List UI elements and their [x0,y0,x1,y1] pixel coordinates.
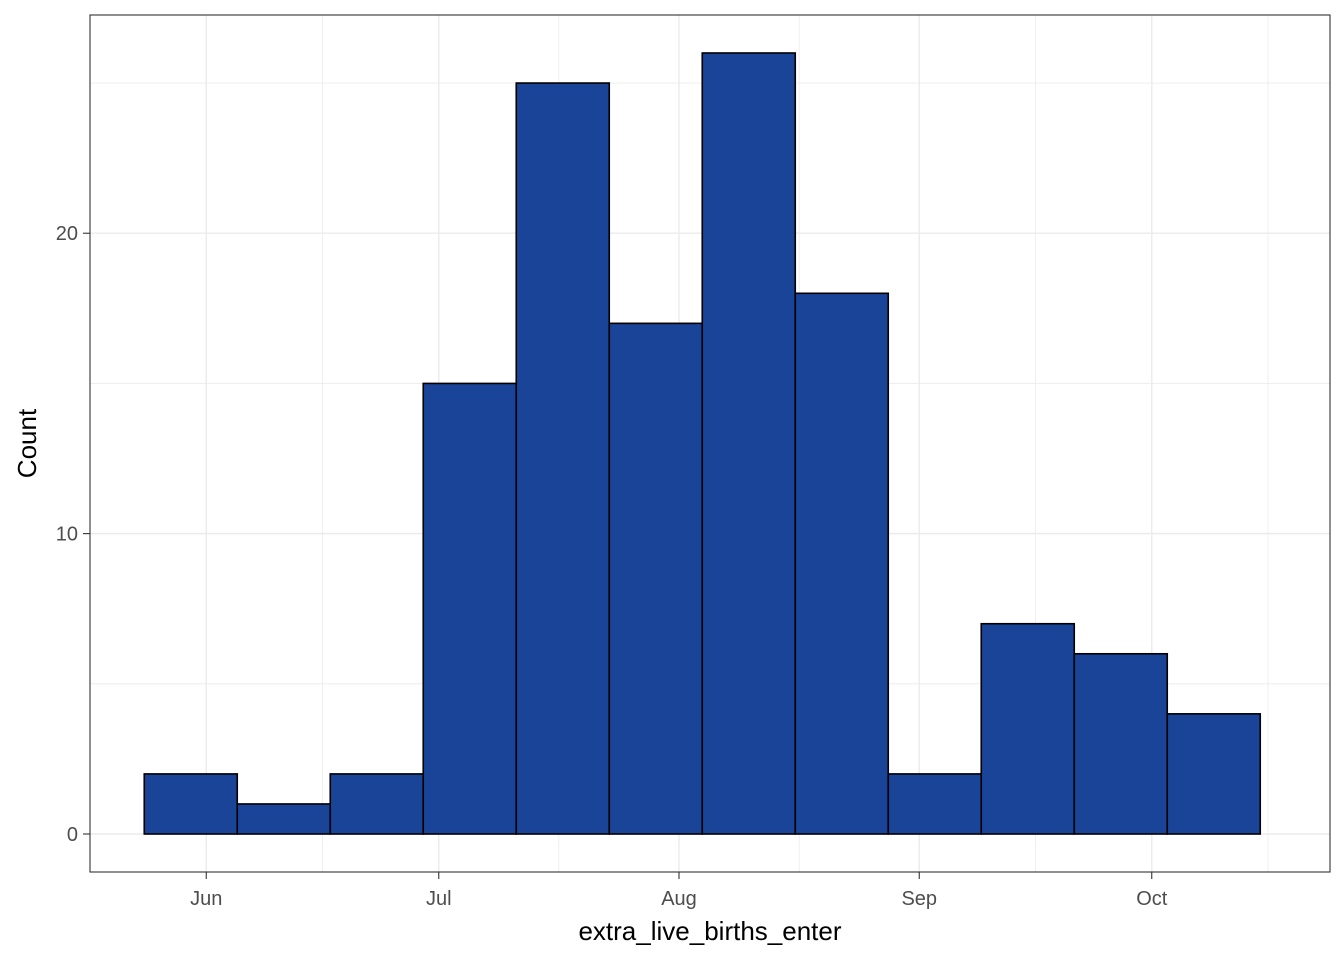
histogram-bar [515,82,611,835]
histogram-bar [794,292,890,835]
y-tick-label: 20 [56,223,78,245]
histogram-bar [1166,713,1262,835]
x-axis: Jun Jul Aug Sep Oct [190,872,1168,910]
x-tick-label: Oct [1136,888,1168,910]
histogram-bar [143,773,239,835]
x-tick-label: Jul [426,888,452,910]
y-axis-title: Count [12,408,42,478]
histogram-bar [701,52,797,835]
histogram-bar [236,803,332,835]
histogram-bar [1073,652,1169,835]
histogram-bar [329,773,425,835]
x-axis-title: extra_live_births_enter [578,916,841,946]
histogram-bar [980,622,1076,835]
histogram-bar [608,322,704,835]
x-tick-label: Sep [901,888,937,910]
y-tick-label: 10 [56,524,78,546]
histogram-bar [887,773,983,835]
x-tick-label: Aug [661,888,697,910]
y-axis: 0 10 20 [56,223,90,846]
histogram-bar [422,382,518,835]
histogram-bars [143,52,1262,835]
panel-border [89,14,1331,873]
y-tick-label: 0 [67,824,78,846]
x-tick-label: Jun [190,888,222,910]
